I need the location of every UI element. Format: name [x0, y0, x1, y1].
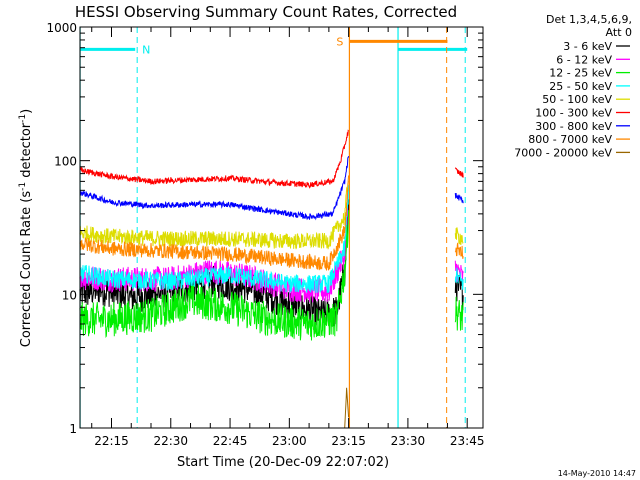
x-tick-label: 22:15 — [94, 434, 129, 448]
y-tick-label: 1000 — [46, 21, 77, 35]
legend-label: 50 - 100 keV — [542, 93, 612, 106]
x-axis: 22:15 22:30 22:45 23:00 23:15 23:30 23:45 — [91, 27, 485, 448]
legend-item: 50 - 100 keV — [542, 93, 630, 106]
x-tick-label: 23:15 — [331, 434, 366, 448]
series-line — [454, 267, 464, 290]
legend-label: 300 - 800 keV — [535, 120, 612, 133]
flag-marker — [398, 27, 468, 428]
flag-label: S — [336, 35, 343, 48]
x-tick-label: 23:30 — [391, 434, 426, 448]
series-8 — [79, 175, 464, 271]
series-line — [79, 199, 350, 329]
series-7 — [79, 155, 464, 221]
series-line — [79, 189, 350, 303]
legend-label: 7000 - 20000 keV — [514, 146, 612, 159]
legend-header-line1: Det 1,3,4,5,6,9, — [546, 13, 632, 26]
series-6 — [79, 129, 464, 189]
flag-marker: S — [336, 27, 448, 428]
legend-label: 800 - 7000 keV — [528, 133, 612, 146]
flag-label: N — [142, 43, 150, 56]
legend-header-line2: Att 0 — [606, 26, 632, 39]
legend-label: 100 - 300 keV — [535, 107, 612, 120]
x-tick-label: 23:00 — [272, 434, 307, 448]
plot-area: NS — [79, 27, 468, 429]
plot-frame — [79, 26, 484, 429]
series-line — [454, 296, 464, 331]
series-5 — [79, 180, 464, 250]
legend-item: 25 - 50 keV — [549, 80, 630, 93]
legend-label: 3 - 6 keV — [563, 40, 612, 53]
series-line — [454, 192, 464, 204]
series-line — [344, 387, 350, 429]
series-line — [79, 175, 350, 271]
x-tick-label: 22:45 — [213, 434, 248, 448]
x-tick-label: 23:45 — [450, 434, 485, 448]
legend-item: 7000 - 20000 keV — [514, 146, 630, 159]
footer-timestamp: 14-May-2010 14:47 — [558, 469, 636, 478]
x-tick-label: 22:30 — [153, 434, 188, 448]
legend-item: 800 - 7000 keV — [528, 133, 630, 146]
legend-label: 25 - 50 keV — [549, 80, 612, 93]
series-line — [79, 155, 350, 221]
series-line — [454, 227, 464, 246]
y-tick-label: 1 — [69, 422, 77, 436]
legend-item: 12 - 25 keV — [549, 67, 630, 80]
legend-item: 6 - 12 keV — [556, 53, 630, 66]
series-9 — [344, 387, 350, 429]
series-line — [79, 185, 350, 294]
series-line — [79, 129, 349, 189]
series-4 — [79, 185, 464, 294]
x-axis-label: Start Time (20-Dec-09 22:07:02) — [177, 455, 389, 470]
flag-marker: N — [79, 27, 150, 428]
legend-label: 6 - 12 keV — [556, 53, 612, 66]
legend-item: 3 - 6 keV — [563, 40, 630, 53]
series-line — [79, 210, 350, 341]
series-line — [454, 242, 464, 259]
series-line — [454, 167, 464, 178]
y-axis-label: Corrected Count Rate (s-1 detector-1) — [18, 109, 34, 347]
y-tick-label: 10 — [62, 288, 77, 302]
series-line — [79, 180, 350, 250]
y-tick-label: 100 — [54, 155, 77, 169]
chart-title: HESSI Observing Summary Count Rates, Cor… — [75, 3, 457, 21]
series-3 — [79, 210, 464, 341]
y-axis: 1 10 100 1000 — [46, 21, 483, 436]
legend-item: 100 - 300 keV — [535, 107, 630, 120]
legend-label: 12 - 25 keV — [549, 67, 612, 80]
legend-item: 300 - 800 keV — [535, 120, 630, 133]
